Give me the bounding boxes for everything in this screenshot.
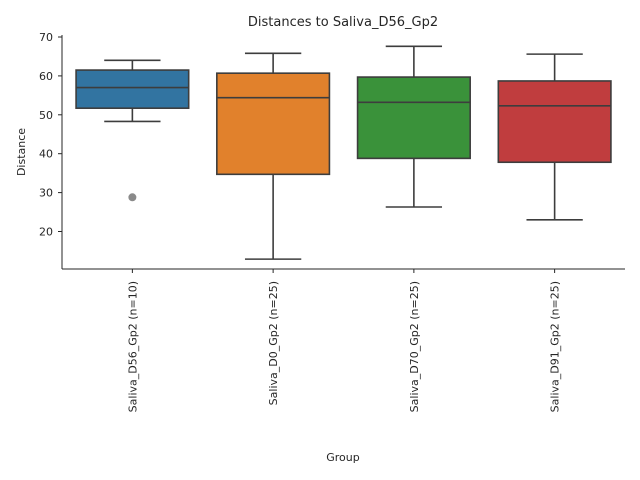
- y-tick-label: 40: [39, 148, 53, 161]
- y-tick-label: 20: [39, 226, 53, 239]
- x-tick-label: Saliva_D91_Gp2 (n=25): [549, 281, 562, 412]
- box-iqr: [75, 69, 190, 109]
- box-iqr: [356, 76, 471, 160]
- chart-title: Distances to Saliva_D56_Gp2: [248, 15, 438, 30]
- x-tick-label: Saliva_D0_Gp2 (n=25): [267, 281, 280, 405]
- outlier-point: [128, 193, 137, 202]
- box-iqr: [216, 72, 331, 176]
- box-group: [497, 53, 612, 221]
- y-axis-label: Distance: [15, 128, 28, 176]
- y-tick-label: 60: [39, 70, 53, 83]
- box-group: [356, 45, 471, 208]
- x-tick-label: Saliva_D56_Gp2 (n=10): [126, 281, 139, 412]
- y-tick-label: 50: [39, 109, 53, 122]
- box-group: [216, 52, 331, 260]
- y-tick-label: 70: [39, 31, 53, 44]
- box-iqr: [497, 80, 612, 164]
- x-axis-label: Group: [326, 451, 360, 464]
- box-series: [75, 45, 612, 260]
- box-group: [75, 59, 190, 202]
- x-axis: Saliva_D56_Gp2 (n=10) Saliva_D0_Gp2 (n=25…: [126, 269, 562, 412]
- y-tick-label: 30: [39, 187, 53, 200]
- x-tick-label: Saliva_D70_Gp2 (n=25): [408, 281, 421, 412]
- y-axis: 20 30 40 50 60 70: [39, 31, 62, 239]
